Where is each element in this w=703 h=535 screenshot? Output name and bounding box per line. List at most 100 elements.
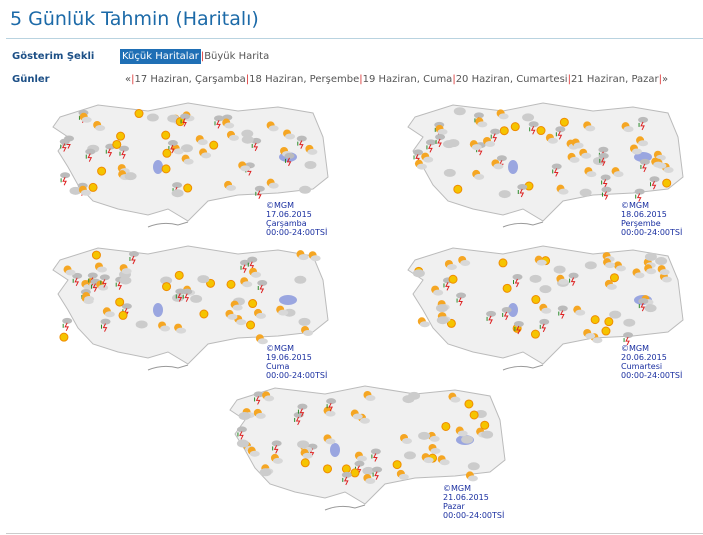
thunderstorm-icon <box>649 176 660 190</box>
partly-cloudy-icon <box>414 159 427 170</box>
thunderstorm-icon <box>175 288 186 302</box>
forecast-map-4[interactable]: ©MGM 20.06.2015 Cumartesi 00:00-24:00TSİ <box>393 240 688 385</box>
cloudy-icon <box>644 252 657 261</box>
cloudy-icon <box>461 435 474 444</box>
partly-cloudy-icon <box>496 109 509 120</box>
partly-cloudy-icon <box>350 409 363 420</box>
cloudy-icon <box>655 257 668 266</box>
copyright: ©MGM <box>621 344 650 353</box>
thunderstorm-icon <box>59 138 70 152</box>
partly-cloudy-icon <box>448 392 461 403</box>
day-link-20[interactable]: 20 Haziran, Cumartesi <box>455 74 568 85</box>
sunny-icon <box>118 310 128 320</box>
partly-cloudy-icon <box>238 161 251 172</box>
sunny-icon <box>469 410 479 420</box>
partly-cloudy-icon <box>249 267 262 278</box>
partly-cloudy-icon <box>651 157 664 168</box>
thunderstorm-icon <box>490 128 501 142</box>
turkey-map <box>407 245 684 371</box>
thunderstorm-icon <box>62 317 73 332</box>
thunderstorm-icon <box>600 174 611 188</box>
day-link-19[interactable]: 19 Haziran, Cuma <box>362 74 453 85</box>
days-nav: «|17 Haziran, Çarşamba|18 Haziran, Perşe… <box>125 74 669 85</box>
thunderstorm-icon <box>486 310 497 325</box>
small-maps-option[interactable]: Küçük Haritalar <box>120 49 201 64</box>
cloudy-icon <box>553 265 566 274</box>
partly-cloudy-icon <box>96 280 109 291</box>
forecast-map-2[interactable]: ©MGM 18.06.2015 Perşembe 00:00-24:00TSİ <box>393 97 688 242</box>
sunny-icon <box>161 164 171 174</box>
divider <box>6 38 703 39</box>
cloudy-icon <box>453 107 466 116</box>
display-mode-label: Gösterim Şekli <box>12 51 95 62</box>
sunny-icon <box>601 326 611 336</box>
thunderstorm-icon <box>180 113 191 127</box>
copyright: ©MGM <box>266 344 295 353</box>
thunderstorm-icon <box>118 145 129 159</box>
thunderstorm-icon <box>639 158 650 173</box>
cloudy-icon <box>412 269 425 278</box>
partly-cloudy-icon <box>63 265 76 276</box>
partly-cloudy-icon <box>636 136 649 147</box>
thunderstorm-icon <box>623 332 634 346</box>
cloudy-icon <box>623 318 636 327</box>
partly-cloudy-icon <box>657 265 670 276</box>
cloudy-icon <box>146 113 159 122</box>
partly-cloudy-icon <box>266 178 279 189</box>
day-link-21[interactable]: 21 Haziran, Pazar <box>570 74 659 85</box>
sunny-icon <box>559 117 569 127</box>
sunny-icon <box>499 126 509 136</box>
partly-cloudy-icon <box>94 262 107 273</box>
thunderstorm-icon <box>638 298 649 312</box>
thunderstorm-icon <box>370 448 381 462</box>
thunderstorm-icon <box>341 471 352 486</box>
thunderstorm-icon <box>128 251 139 265</box>
sunny-icon <box>226 279 236 289</box>
cloudy-icon <box>238 412 251 421</box>
thunderstorm-icon <box>601 186 612 200</box>
display-mode-options: Küçük Haritalar |Büyük Harita <box>120 49 270 64</box>
partly-cloudy-icon <box>225 309 238 320</box>
thunderstorm-icon <box>425 139 436 153</box>
cloudy-icon <box>584 261 597 270</box>
partly-cloudy-icon <box>435 124 448 135</box>
partly-cloudy-icon <box>539 303 552 314</box>
forecast-map-5[interactable]: ©MGM 21.06.2015 Pazar 00:00-24:00TSİ <box>215 380 510 525</box>
sunny-icon <box>609 273 619 283</box>
partly-cloudy-icon <box>458 255 471 266</box>
cloudy-icon <box>294 275 307 284</box>
large-map-option[interactable]: Büyük Harita <box>204 51 270 62</box>
next-day-link[interactable]: » <box>662 74 669 85</box>
map-date: 17.06.2015 <box>266 210 312 219</box>
copyright: ©MGM <box>443 484 472 493</box>
cloudy-icon <box>171 189 184 198</box>
partly-cloudy-icon <box>354 451 367 462</box>
partly-cloudy-icon <box>483 136 496 147</box>
turkey-map <box>52 102 329 228</box>
thunderstorm-icon <box>435 133 446 148</box>
prev-day-link[interactable]: « <box>125 74 132 85</box>
sunny-icon <box>115 297 125 307</box>
thunderstorm-icon <box>271 440 282 454</box>
forecast-map-3[interactable]: ©MGM 19.06.2015 Cuma 00:00-24:00TSİ <box>38 240 333 385</box>
sunny-icon <box>112 139 122 149</box>
thunderstorm-icon <box>251 137 262 152</box>
day-link-17[interactable]: 17 Haziran, Çarşamba <box>134 74 246 85</box>
cloudy-icon <box>298 317 311 326</box>
partly-cloudy-icon <box>444 259 457 270</box>
partly-cloudy-icon <box>556 184 569 195</box>
cloudy-icon <box>190 294 203 303</box>
thunderstorm-icon <box>634 188 645 202</box>
map-caption: ©MGM 19.06.2015 Cuma 00:00-24:00TSİ <box>266 344 327 380</box>
sunny-icon <box>59 332 69 342</box>
copyright: ©MGM <box>266 201 295 210</box>
thunderstorm-icon <box>512 274 523 288</box>
map-date: 21.06.2015 <box>443 493 489 502</box>
cloudy-icon <box>539 285 552 294</box>
map-time: 00:00-24:00TSİ <box>621 371 683 380</box>
forecast-map-1[interactable]: ©MGM 17.06.2015 Çarşamba 00:00-24:00TSİ <box>38 97 333 242</box>
cloudy-icon <box>236 439 249 448</box>
sunny-icon <box>175 117 185 127</box>
thunderstorm-icon <box>85 148 96 162</box>
day-link-18[interactable]: 18 Haziran, Perşembe <box>249 74 360 85</box>
